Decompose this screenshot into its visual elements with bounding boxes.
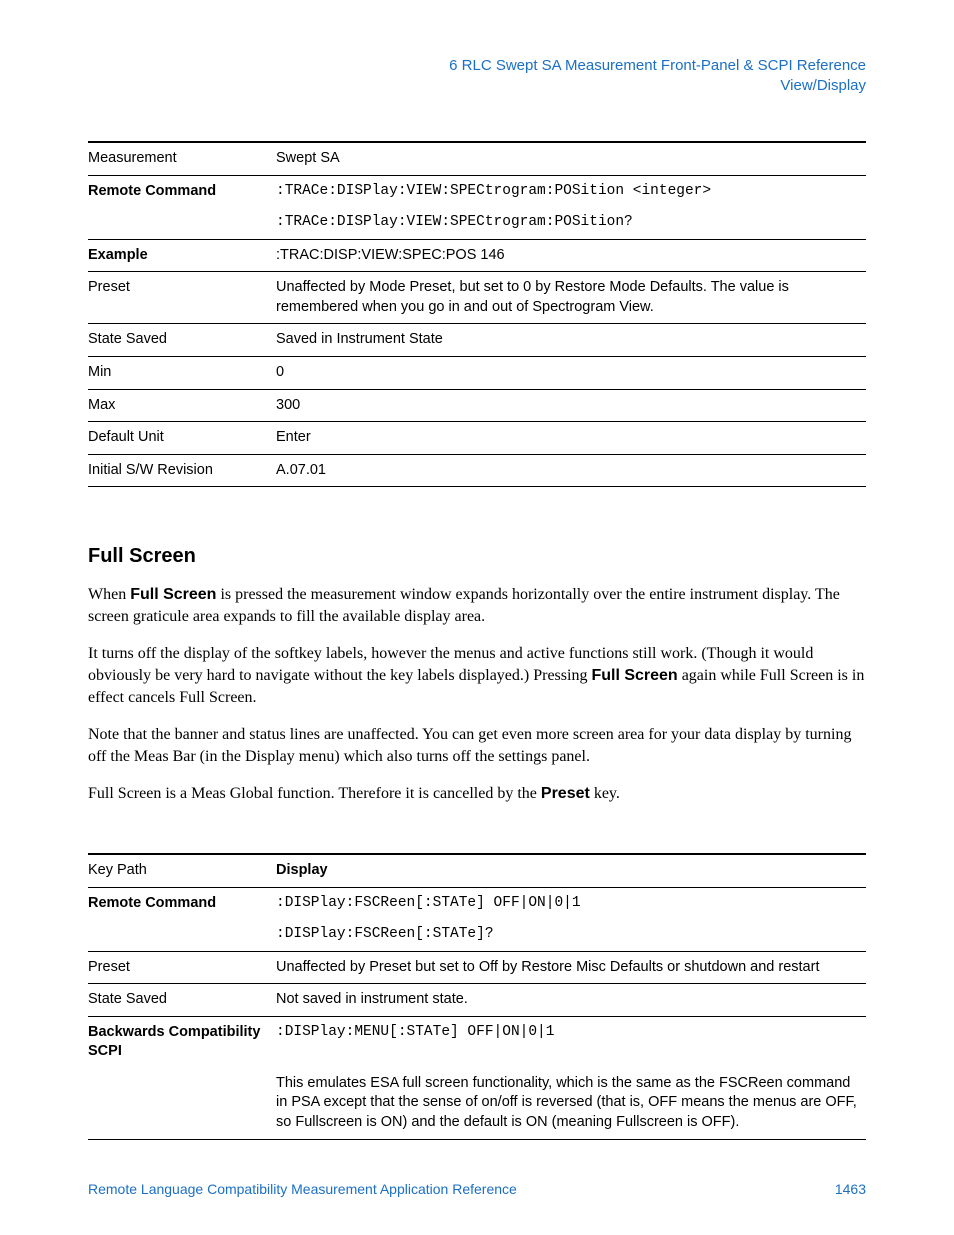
section-heading-full-screen: Full Screen — [88, 545, 866, 568]
row-label: Default Unit — [88, 422, 276, 455]
row-value: A.07.01 — [276, 454, 866, 487]
table1-row: :TRACe:DISPlay:VIEW:SPECtrogram:POSition… — [88, 207, 866, 239]
table2-row: Key PathDisplay — [88, 854, 866, 887]
table1-row: Max300 — [88, 389, 866, 422]
page-footer: Remote Language Compatibility Measuremen… — [88, 1181, 866, 1197]
p4-key-preset: Preset — [541, 785, 590, 802]
row-value: Enter — [276, 422, 866, 455]
page-header: 6 RLC Swept SA Measurement Front-Panel &… — [88, 56, 866, 95]
table2-row: Remote Command:DISPlay:FSCReen[:STATe] O… — [88, 887, 866, 919]
row-label: State Saved — [88, 324, 276, 357]
row-value: :DISPlay:MENU[:STATe] OFF|ON|0|1 — [276, 1016, 866, 1068]
row-value: 0 — [276, 356, 866, 389]
p4-text-b: key. — [590, 785, 620, 802]
table1-row: State SavedSaved in Instrument State — [88, 324, 866, 357]
page: 6 RLC Swept SA Measurement Front-Panel &… — [0, 0, 954, 1235]
row-value: :DISPlay:FSCReen[:STATe] OFF|ON|0|1 — [276, 887, 866, 919]
row-label: Remote Command — [88, 175, 276, 207]
table-full-screen: Key PathDisplayRemote Command:DISPlay:FS… — [88, 853, 866, 1140]
row-value: :TRAC:DISP:VIEW:SPEC:POS 146 — [276, 239, 866, 272]
row-label: Measurement — [88, 142, 276, 175]
row-value: Saved in Instrument State — [276, 324, 866, 357]
row-label: Max — [88, 389, 276, 422]
table2-row: PresetUnaffected by Preset but set to Of… — [88, 951, 866, 984]
paragraph-1: When Full Screen is pressed the measurem… — [88, 584, 866, 627]
row-label: Key Path — [88, 854, 276, 887]
row-value: Unaffected by Preset but set to Off by R… — [276, 951, 866, 984]
row-value: 300 — [276, 389, 866, 422]
table1-row: MeasurementSwept SA — [88, 142, 866, 175]
row-value: :DISPlay:FSCReen[:STATe]? — [276, 919, 866, 951]
table2-row: State SavedNot saved in instrument state… — [88, 984, 866, 1017]
row-label: Initial S/W Revision — [88, 454, 276, 487]
paragraph-2: It turns off the display of the softkey … — [88, 643, 866, 708]
table2-row: :DISPlay:FSCReen[:STATe]? — [88, 919, 866, 951]
p4-text-a: Full Screen is a Meas Global function. T… — [88, 785, 541, 802]
table2-row: Backwards Compatibility SCPI:DISPlay:MEN… — [88, 1016, 866, 1068]
header-line-1: 6 RLC Swept SA Measurement Front-Panel &… — [88, 56, 866, 76]
table1-row: Min0 — [88, 356, 866, 389]
row-label — [88, 1068, 276, 1139]
paragraph-4: Full Screen is a Meas Global function. T… — [88, 783, 866, 805]
row-value: Display — [276, 854, 866, 887]
table-spectrogram-position: MeasurementSwept SARemote Command:TRACe:… — [88, 141, 866, 487]
table1-row: Remote Command:TRACe:DISPlay:VIEW:SPECtr… — [88, 175, 866, 207]
row-value: This emulates ESA full screen functional… — [276, 1068, 866, 1139]
row-label: Backwards Compatibility SCPI — [88, 1016, 276, 1068]
row-label: Preset — [88, 272, 276, 324]
table2-row: This emulates ESA full screen functional… — [88, 1068, 866, 1139]
row-value: :TRACe:DISPlay:VIEW:SPECtrogram:POSition… — [276, 207, 866, 239]
row-value: :TRACe:DISPlay:VIEW:SPECtrogram:POSition… — [276, 175, 866, 207]
row-label: Remote Command — [88, 887, 276, 919]
p1-text-a: When — [88, 586, 130, 603]
table1-row: PresetUnaffected by Mode Preset, but set… — [88, 272, 866, 324]
row-value: Unaffected by Mode Preset, but set to 0 … — [276, 272, 866, 324]
table1-row: Default UnitEnter — [88, 422, 866, 455]
p1-key-full-screen: Full Screen — [130, 586, 216, 603]
table1-row: Example:TRAC:DISP:VIEW:SPEC:POS 146 — [88, 239, 866, 272]
p2-key-full-screen: Full Screen — [591, 667, 677, 684]
row-label — [88, 207, 276, 239]
header-line-2: View/Display — [88, 76, 866, 96]
paragraph-3: Note that the banner and status lines ar… — [88, 724, 866, 767]
row-label: Example — [88, 239, 276, 272]
table1-row: Initial S/W RevisionA.07.01 — [88, 454, 866, 487]
footer-page-number: 1463 — [835, 1181, 866, 1197]
row-label: Min — [88, 356, 276, 389]
footer-doc-title: Remote Language Compatibility Measuremen… — [88, 1181, 517, 1197]
row-value: Swept SA — [276, 142, 866, 175]
row-label — [88, 919, 276, 951]
row-label: State Saved — [88, 984, 276, 1017]
row-label: Preset — [88, 951, 276, 984]
row-value: Not saved in instrument state. — [276, 984, 866, 1017]
